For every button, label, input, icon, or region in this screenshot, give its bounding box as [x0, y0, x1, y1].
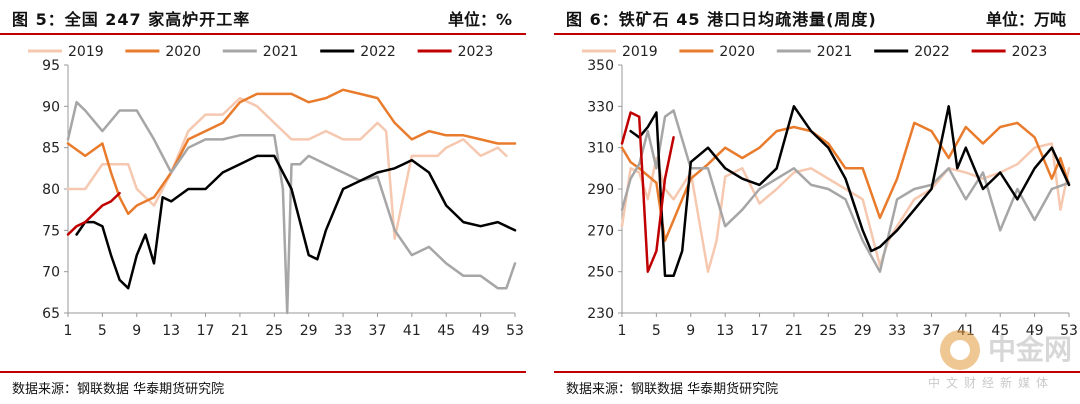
- legend-label-2020: 2020: [165, 44, 201, 60]
- x-tick-label: 17: [751, 323, 769, 339]
- series-line-2022: [629, 105, 1071, 278]
- x-tick-label: 53: [506, 323, 524, 339]
- x-tick-label: 41: [403, 323, 421, 339]
- x-tick-label: 21: [785, 323, 803, 339]
- chart-title: 图 6：铁矿石 45 港口日均疏港量(周度): [566, 10, 877, 29]
- y-tick-label: 330: [587, 99, 614, 115]
- x-tick-label: 13: [162, 323, 180, 339]
- title-bar: 图 6：铁矿石 45 港口日均疏港量(周度) 单位：万吨: [554, 0, 1080, 35]
- x-tick-label: 1: [618, 323, 627, 339]
- series-line-2023: [66, 191, 121, 236]
- y-tick-label: 65: [42, 306, 60, 322]
- legend-label-2021: 2021: [817, 44, 853, 60]
- x-tick-label: 17: [197, 323, 215, 339]
- watermark-title: 中金网: [988, 333, 1073, 366]
- x-tick-label: 45: [437, 323, 455, 339]
- x-tick-label: 33: [888, 323, 906, 339]
- series-line-2021: [620, 109, 1071, 273]
- y-tick-label: 85: [42, 141, 60, 157]
- series-line-2019: [620, 142, 1071, 273]
- series-line-2020: [620, 121, 1071, 242]
- x-tick-label: 45: [991, 323, 1009, 339]
- series-line-2022: [75, 154, 517, 290]
- y-tick-label: 80: [42, 182, 60, 198]
- legend-label-2019: 2019: [68, 44, 104, 60]
- x-tick-label: 5: [98, 323, 107, 339]
- legend-label-2021: 2021: [263, 44, 299, 60]
- legend-label-2023: 2023: [1012, 44, 1048, 60]
- chart-unit: 单位：万吨: [985, 10, 1066, 29]
- x-tick-label: 29: [854, 323, 872, 339]
- legend-label-2019: 2019: [622, 44, 658, 60]
- chart-source: 数据来源：钢联数据 华泰期货研究院: [566, 382, 779, 397]
- chart-unit: 单位：%: [447, 10, 512, 29]
- series-line-2021: [66, 100, 517, 315]
- x-tick-label: 9: [132, 323, 141, 339]
- chart-title: 图 5：全国 247 家高炉开工率: [12, 10, 251, 29]
- y-tick-label: 290: [587, 182, 614, 198]
- chart-panel-port-throughput: 图 6：铁矿石 45 港口日均疏港量(周度) 单位：万吨 230 250 270 29…: [554, 0, 1080, 404]
- x-tick-label: 25: [265, 323, 283, 339]
- y-tick-label: 70: [42, 265, 60, 281]
- x-tick-label: 33: [334, 323, 352, 339]
- y-tick-label: 350: [587, 58, 614, 74]
- x-tick-label: 9: [686, 323, 695, 339]
- series-line-2019: [66, 96, 508, 240]
- y-tick-label: 95: [42, 58, 60, 74]
- title-bar: 图 5：全国 247 家高炉开工率 单位：%: [0, 0, 526, 35]
- x-tick-label: 49: [1026, 323, 1044, 339]
- x-tick-label: 29: [300, 323, 318, 339]
- x-tick-label: 25: [819, 323, 837, 339]
- legend-label-2023: 2023: [458, 44, 494, 60]
- y-tick-label: 90: [42, 99, 60, 115]
- x-tick-label: 1: [64, 323, 73, 339]
- legend-label-2020: 2020: [719, 44, 755, 60]
- x-tick-label: 37: [369, 323, 387, 339]
- chart-svg-blast-furnace: 65 70 75 80 85 90 95 1 5 9 13 17 21 25 29 33 37 41 45 49 53 2…: [28, 44, 524, 339]
- watermark-logo: 中金网 中文财经新媒体: [926, 326, 1076, 396]
- x-tick-label: 37: [923, 323, 941, 339]
- x-tick-label: 13: [716, 323, 734, 339]
- y-tick-label: 310: [587, 141, 614, 157]
- chart-panel-blast-furnace: 图 5：全国 247 家高炉开工率 单位：% 65 70 75 80 85 90 95 1 5 9…: [0, 0, 526, 404]
- source-divider: [0, 371, 526, 373]
- x-tick-label: 5: [652, 323, 661, 339]
- y-tick-label: 75: [42, 223, 60, 239]
- y-tick-label: 250: [587, 265, 614, 281]
- series-line-2023: [620, 111, 675, 273]
- legend-label-2022: 2022: [914, 44, 950, 60]
- logo-icon: [940, 330, 980, 370]
- x-tick-label: 49: [472, 323, 490, 339]
- y-tick-label: 230: [587, 306, 614, 322]
- chart-source: 数据来源：钢联数据 华泰期货研究院: [12, 382, 225, 397]
- source-divider: [554, 371, 1080, 373]
- series-line-2020: [66, 88, 517, 216]
- x-tick-label: 53: [1060, 323, 1078, 339]
- legend-label-2022: 2022: [360, 44, 396, 60]
- watermark-subtitle: 中文财经新媒体: [928, 376, 1055, 390]
- chart-svg-port-throughput: 2302502702903103303501591317212529333741…: [582, 44, 1078, 339]
- x-tick-label: 21: [231, 323, 249, 339]
- y-tick-label: 270: [587, 223, 614, 239]
